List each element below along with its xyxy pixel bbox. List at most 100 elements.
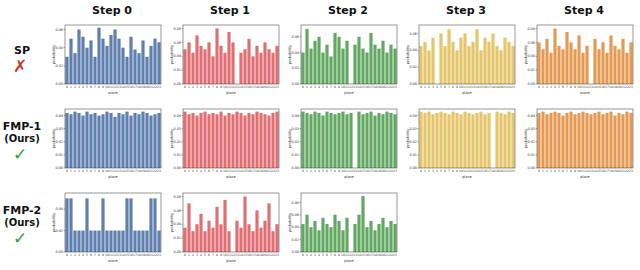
bar <box>305 215 308 252</box>
bar <box>605 53 608 84</box>
x-tick-label: 8 <box>98 253 100 257</box>
bar <box>393 224 396 252</box>
x-tick-label: 4 <box>82 253 84 257</box>
y-tick-label: 0.01 <box>291 153 299 157</box>
y-tick-label: 0.04 <box>173 222 181 226</box>
bar <box>423 42 426 84</box>
y-tick-label: 0.03 <box>291 127 299 131</box>
x-tick-label: 2 <box>546 85 548 89</box>
bar <box>313 41 316 84</box>
y-tick <box>300 239 302 240</box>
bar <box>569 112 572 168</box>
bars <box>301 112 396 168</box>
bar <box>447 29 450 84</box>
bar <box>463 33 466 84</box>
bar <box>125 112 128 168</box>
x-tick-label: 3 <box>78 253 80 257</box>
bar <box>239 228 242 252</box>
y-tick-label: 0.04 <box>173 114 181 118</box>
y-tick-label: 0.06 <box>409 32 417 36</box>
bar <box>545 114 548 168</box>
x-tick-label: 3 <box>196 169 198 173</box>
bar <box>73 112 76 168</box>
x-tick-label: 4 <box>318 169 320 173</box>
bar <box>385 227 388 252</box>
y-tick <box>418 33 420 34</box>
bar <box>459 114 462 168</box>
x-tick-label: 8 <box>216 169 218 173</box>
x-tick-label: 2 <box>546 169 548 173</box>
bar <box>443 46 446 84</box>
bar <box>203 231 206 252</box>
y-axis-label: probability <box>52 212 56 232</box>
bar <box>419 112 422 168</box>
x-tick-label: 4 <box>200 253 202 257</box>
y-tick <box>536 56 538 57</box>
bar <box>459 38 462 84</box>
bar <box>113 30 116 84</box>
bar <box>467 46 470 84</box>
x-axis-label: place <box>462 175 472 179</box>
panel: 0.000.010.020.030.0401234567891011121314… <box>288 109 398 179</box>
y-tick <box>64 65 66 66</box>
bar <box>259 228 262 252</box>
row-sublabel: (Ours) <box>4 217 40 228</box>
y-tick <box>300 115 302 116</box>
x-tick-label: 5 <box>322 85 324 89</box>
y-tick <box>418 50 420 51</box>
bar <box>97 231 100 252</box>
panel: 0.000.020.040.06012345678910111213141516… <box>406 25 516 95</box>
bar <box>85 112 88 168</box>
y-tick <box>300 141 302 142</box>
frame <box>419 25 515 84</box>
bar <box>541 49 544 84</box>
x-axis-label: place <box>226 91 236 95</box>
bar <box>65 113 68 168</box>
bar <box>617 49 620 84</box>
panel: 0.000.020.040.060.0801234567891011121314… <box>524 25 634 95</box>
bar <box>191 231 194 252</box>
bar <box>93 113 96 168</box>
y-tick <box>64 115 66 116</box>
bar <box>263 114 266 168</box>
bar <box>195 224 198 252</box>
x-tick-label: 3 <box>432 85 434 89</box>
y-tick-label: 0.00 <box>527 166 535 170</box>
y-tick <box>418 168 420 169</box>
bar <box>487 42 490 84</box>
bar <box>195 35 198 84</box>
bars <box>419 112 514 168</box>
bar <box>389 113 392 168</box>
bar <box>373 116 376 168</box>
x-tick-label: 6 <box>208 85 210 89</box>
y-tick-label: 0.06 <box>173 41 181 45</box>
y-tick-label: 0.06 <box>291 35 299 39</box>
x-tick-label: 3 <box>196 85 198 89</box>
bar <box>255 112 258 168</box>
bar <box>553 112 556 168</box>
bar <box>117 113 120 168</box>
bar <box>73 231 76 252</box>
bar <box>267 116 270 168</box>
x-tick-label: 6 <box>562 169 564 173</box>
x-tick-label: 7 <box>330 169 332 173</box>
x-tick-label: 4 <box>318 85 320 89</box>
x-tick-label: 9 <box>102 169 104 173</box>
y-tick <box>182 168 184 169</box>
bars <box>65 198 160 252</box>
panel: 0.000.010.020.030.0401234567891011121314… <box>524 109 634 179</box>
bar <box>365 227 368 252</box>
x-tick-label: 23 <box>393 169 397 173</box>
bar <box>337 113 340 168</box>
bar <box>267 49 270 84</box>
y-tick-label: 0.02 <box>55 229 63 233</box>
x-tick-label: 5 <box>322 253 324 257</box>
x-tick-label: 9 <box>102 253 104 257</box>
x-axis-label: place <box>226 259 236 263</box>
bar <box>199 46 202 84</box>
x-tick-label: 0 <box>66 169 68 173</box>
bar <box>137 231 140 252</box>
bar <box>431 38 434 84</box>
x-tick-label: 6 <box>208 169 210 173</box>
bar <box>325 112 328 168</box>
